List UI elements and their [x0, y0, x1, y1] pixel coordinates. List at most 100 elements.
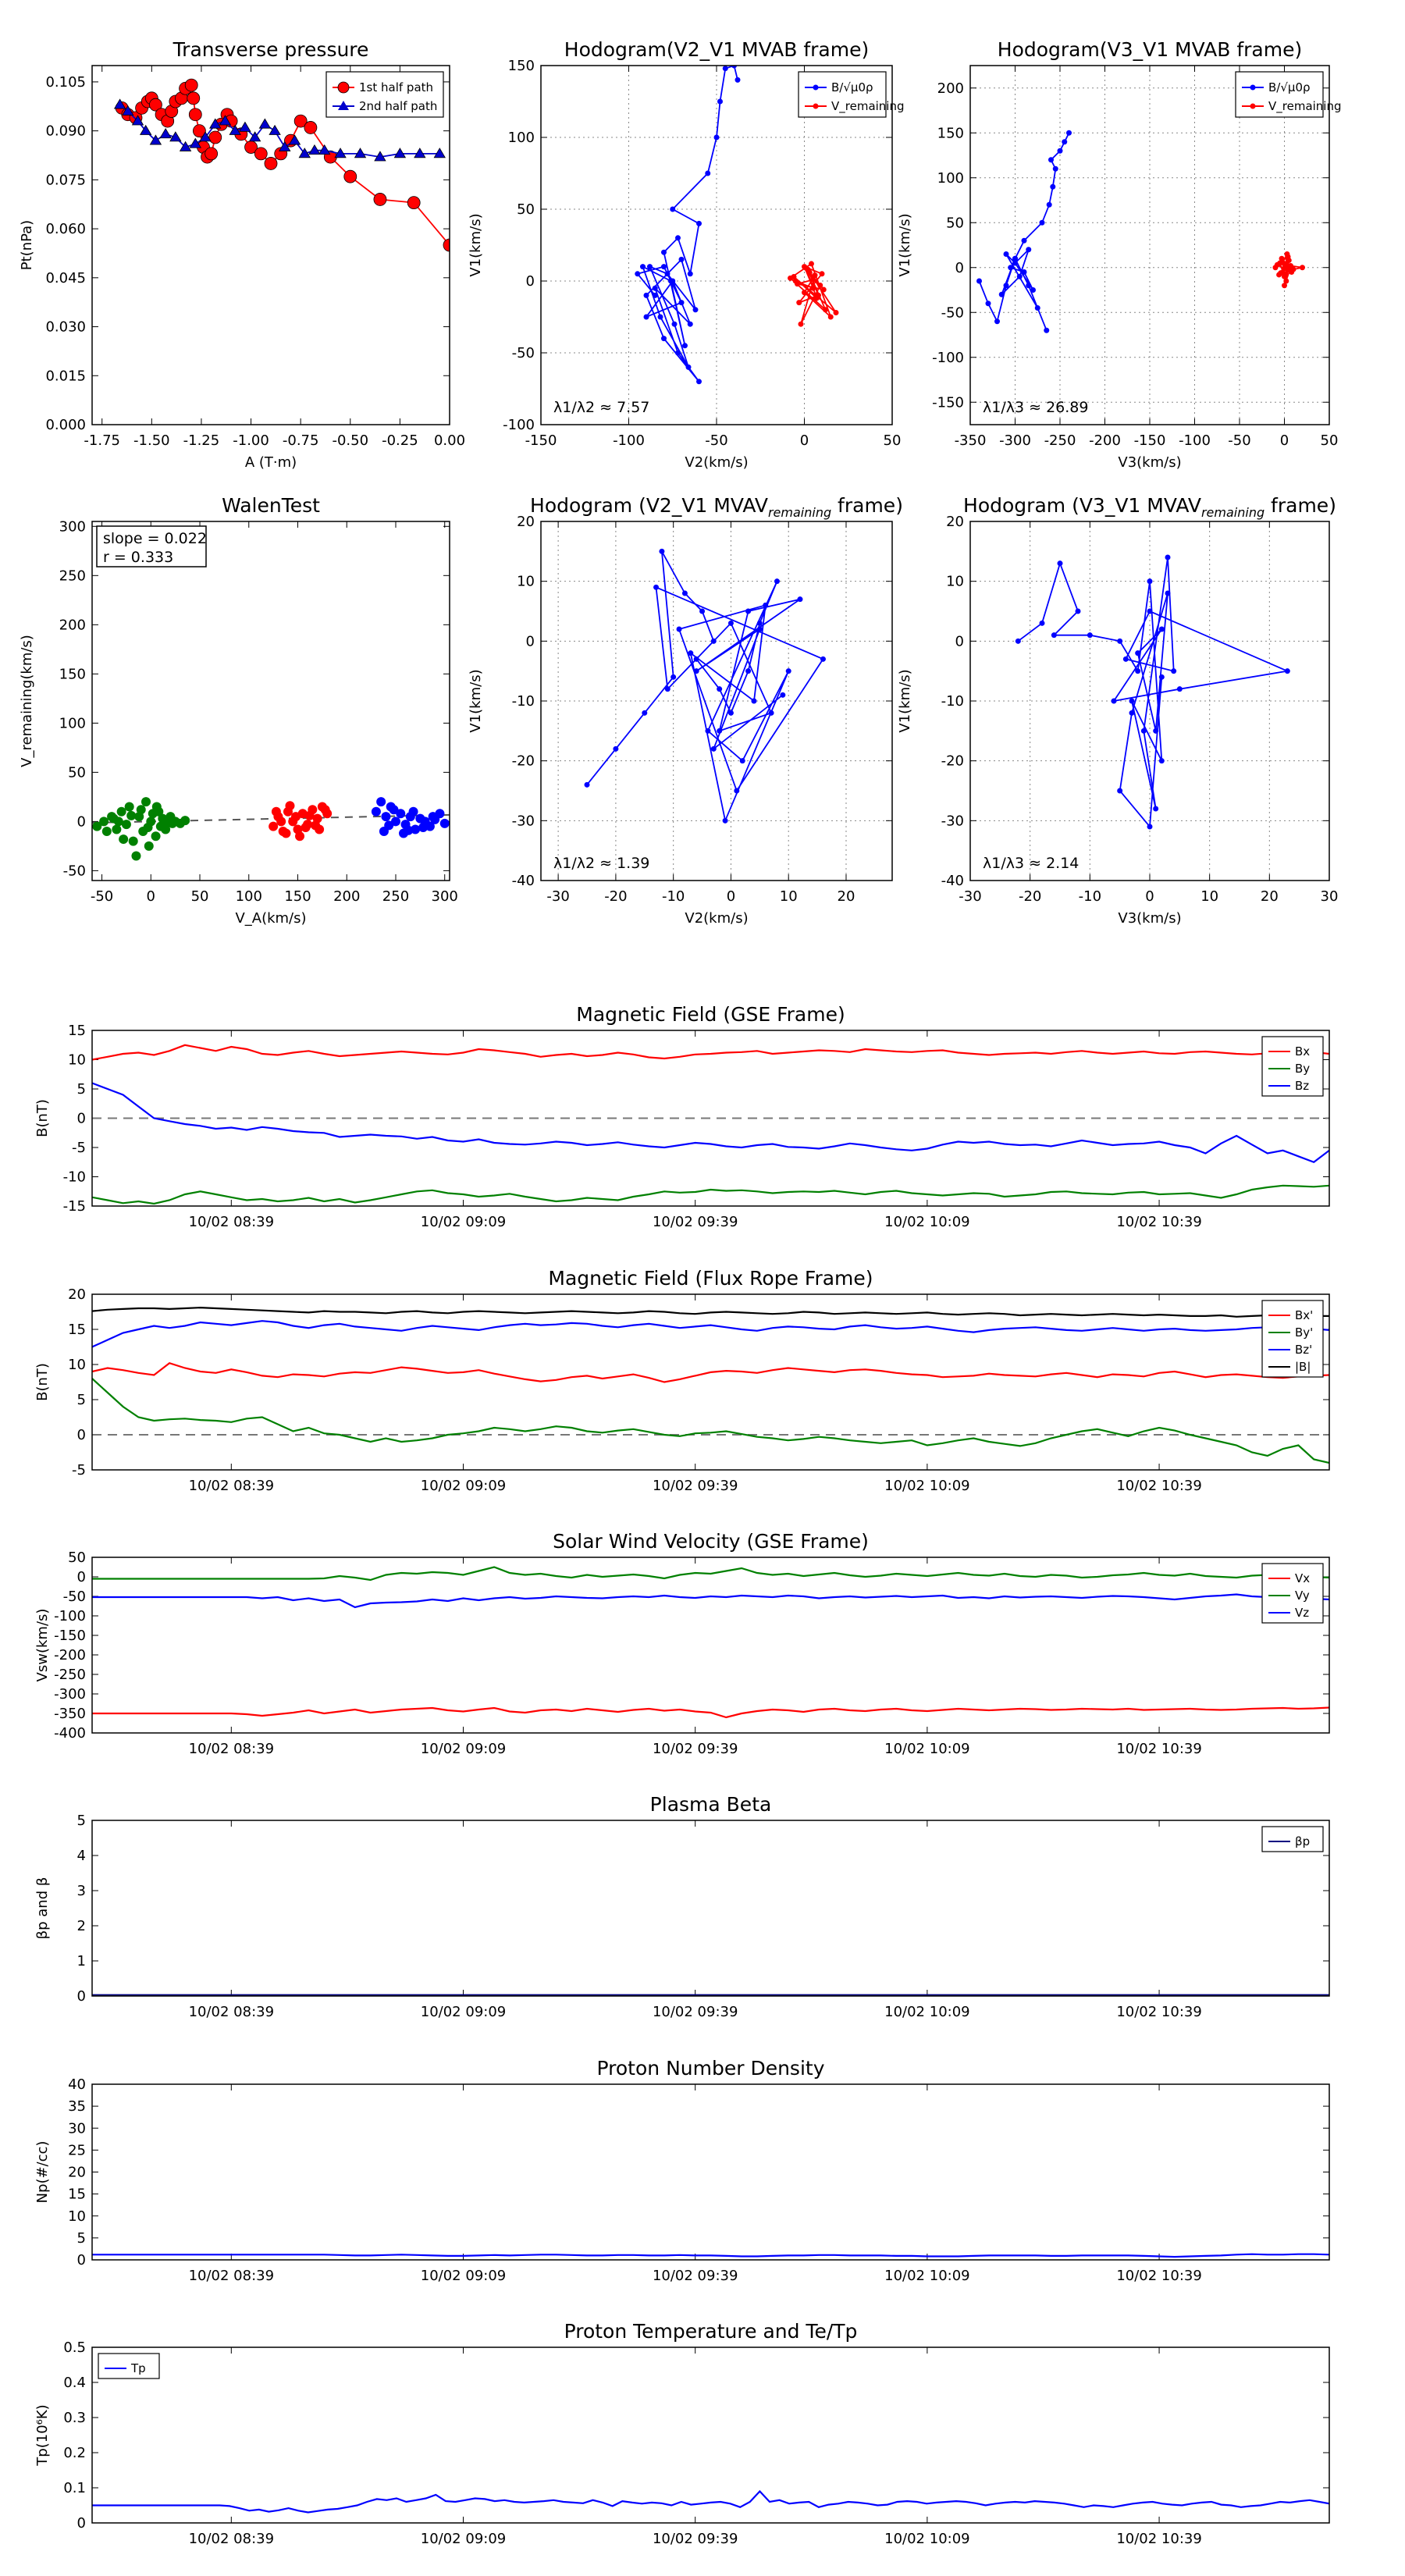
- data-point: [439, 818, 450, 828]
- data-point: [820, 286, 827, 293]
- title-text: Solar Wind Velocity (GSE Frame): [553, 1530, 869, 1553]
- y-tick-label: -100: [503, 417, 535, 433]
- data-point: [128, 836, 138, 846]
- data-point: [652, 292, 658, 298]
- data-point: [92, 821, 102, 831]
- panel-plasma-beta: 10/02 08:39 10/02 09:09 10/02 09:39 10/02 1…: [34, 1793, 1330, 2020]
- data-point: [675, 235, 681, 241]
- data-point: [1284, 251, 1290, 257]
- series-line-1: [92, 1566, 1329, 1582]
- y-tick-label: -10: [63, 1169, 86, 1186]
- y-tick-label: 0.075: [45, 172, 86, 188]
- data-point: [301, 822, 311, 832]
- y-tick-label: -250: [54, 1667, 86, 1683]
- data-point: [1158, 674, 1165, 680]
- x-tick-label: 10/02 10:09: [884, 2531, 969, 2547]
- data-point-triangle: [288, 134, 301, 145]
- x-tick-label: -10: [1079, 888, 1101, 905]
- data-point: [1062, 139, 1068, 145]
- chart-title: Magnetic Field (Flux Rope Frame): [548, 1267, 873, 1290]
- y-tick-label: 10: [946, 574, 964, 590]
- series-line-3: [92, 1306, 1329, 1318]
- plot-area: [92, 1557, 1329, 1733]
- data-point: [803, 265, 809, 271]
- legend-label: B/√μ0ρ: [1268, 80, 1311, 94]
- data-point: [269, 821, 279, 831]
- x-tick-label: -30: [546, 888, 569, 905]
- data-point: [373, 193, 387, 206]
- title-text: Plasma Beta: [650, 1793, 772, 1816]
- data-point: [643, 314, 649, 320]
- y-axis-label: Np(#/cc): [34, 2141, 51, 2204]
- y-tick-label: 20: [68, 2165, 86, 2181]
- y-tick-label: 0: [77, 1988, 86, 2005]
- y-tick-label: -30: [512, 813, 535, 829]
- data-point: [705, 170, 711, 176]
- data-point: [687, 271, 693, 277]
- data-point-triangle: [122, 105, 134, 116]
- data-point: [985, 301, 991, 307]
- data-point: [1016, 273, 1023, 279]
- data-point: [745, 668, 752, 674]
- data-point: [642, 710, 648, 716]
- data-layer: [584, 548, 826, 824]
- data-layer: [92, 1306, 1329, 1464]
- y-tick-label: -5: [72, 1462, 86, 1478]
- data-point: [1165, 590, 1171, 596]
- y-tick-label: -150: [932, 394, 964, 411]
- y-tick-label: 0.1: [63, 2480, 86, 2496]
- data-point: [384, 820, 394, 831]
- data-point: [293, 114, 308, 128]
- y-tick-label: -5: [72, 1140, 86, 1156]
- title-text: Magnetic Field (GSE Frame): [576, 1003, 845, 1026]
- x-tick-label: 0: [1280, 432, 1289, 449]
- data-point: [1075, 608, 1081, 614]
- data-point: [640, 264, 646, 270]
- data-point: [404, 825, 414, 835]
- y-tick-label: 0: [77, 2252, 86, 2268]
- legend-box: [1235, 71, 1324, 118]
- data-point: [1158, 626, 1165, 632]
- data-point: [315, 824, 325, 834]
- y-axis-label: V_remaining(km/s): [19, 635, 35, 767]
- data-point-triangle: [199, 131, 212, 142]
- legend-marker: [1250, 84, 1256, 91]
- x-tick-label: 10/02 09:09: [421, 2268, 506, 2284]
- x-tick-label: 10/02 10:39: [1116, 2531, 1201, 2547]
- x-tick-label: -20: [604, 888, 627, 905]
- data-point: [1171, 668, 1177, 674]
- data-point: [699, 608, 706, 614]
- x-tick-label: 150: [284, 888, 311, 905]
- plot-frame: [91, 2083, 1330, 2261]
- title-text: Magnetic Field (Flux Rope Frame): [548, 1267, 873, 1290]
- data-point: [1290, 266, 1297, 272]
- x-tick-label: 10/02 09:39: [653, 2268, 738, 2284]
- title-subscript: remaining: [1201, 505, 1264, 520]
- data-point: [635, 271, 641, 277]
- x-axis-label: V3(km/s): [1118, 454, 1181, 471]
- data-point: [184, 78, 198, 92]
- title-subscript: remaining: [768, 505, 831, 520]
- data-point: [820, 656, 826, 662]
- data-point-triangle: [414, 148, 426, 158]
- x-tick-label: -0.50: [332, 432, 368, 449]
- data-point: [647, 264, 653, 270]
- x-tick-label: -150: [1134, 432, 1166, 449]
- data-point: [685, 364, 692, 370]
- series-line-0: [92, 1044, 1329, 1061]
- data-point-triangle: [318, 144, 331, 155]
- data-point: [1048, 157, 1054, 163]
- data-point: [812, 272, 818, 279]
- legend-box: [1261, 1036, 1324, 1097]
- data-point: [1066, 130, 1072, 136]
- legend-label: Bz': [1295, 1343, 1312, 1357]
- data-layer: [92, 1044, 1329, 1205]
- data-point: [408, 806, 418, 817]
- data-point: [739, 758, 745, 764]
- data-point: [653, 584, 660, 590]
- y-tick-label: 100: [937, 170, 964, 187]
- y-axis-label: Pt(nPa): [19, 220, 35, 270]
- data-point: [1147, 824, 1153, 830]
- y-tick-label: 300: [59, 518, 86, 535]
